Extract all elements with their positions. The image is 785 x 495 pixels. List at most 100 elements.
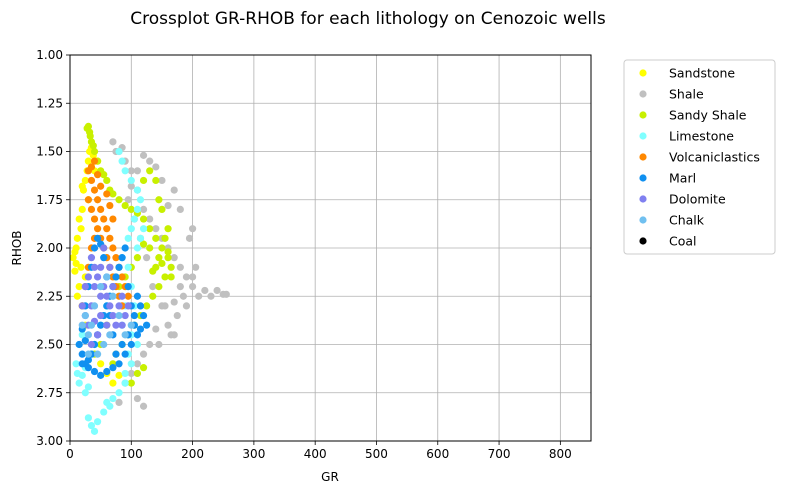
data-point xyxy=(97,311,105,320)
x-tick-label: 0 xyxy=(66,447,74,461)
data-point xyxy=(149,267,157,275)
data-point xyxy=(127,379,135,387)
data-point xyxy=(78,331,86,339)
data-point xyxy=(115,263,123,271)
data-point xyxy=(90,263,99,271)
data-point xyxy=(139,240,148,248)
data-point xyxy=(109,244,117,252)
data-point xyxy=(81,389,89,397)
data-point xyxy=(81,176,89,185)
data-point xyxy=(133,340,142,349)
data-point xyxy=(167,263,175,271)
data-point xyxy=(84,383,92,391)
data-point xyxy=(176,283,184,291)
data-point xyxy=(130,215,138,223)
data-point xyxy=(75,283,83,291)
data-point xyxy=(87,205,96,213)
data-point xyxy=(188,273,197,281)
data-point xyxy=(124,283,132,291)
data-point xyxy=(133,394,142,403)
data-point xyxy=(143,302,151,310)
data-point xyxy=(112,273,120,281)
series-dolomite xyxy=(78,244,132,349)
data-point xyxy=(124,196,132,204)
data-point xyxy=(87,163,96,171)
x-axis-label: GR xyxy=(321,470,339,484)
data-point xyxy=(152,176,160,185)
data-point xyxy=(109,379,117,387)
data-point xyxy=(164,248,172,256)
data-point xyxy=(109,190,117,198)
data-point xyxy=(179,292,187,300)
data-point xyxy=(73,234,81,242)
data-point xyxy=(90,427,99,435)
legend-marker xyxy=(639,153,647,161)
x-tick-label: 300 xyxy=(242,447,265,461)
data-point xyxy=(78,321,86,329)
data-point xyxy=(133,292,142,300)
data-point xyxy=(188,283,197,291)
chart-title: Crossplot GR-RHOB for each lithology on … xyxy=(130,9,606,29)
data-point xyxy=(124,292,132,300)
data-point xyxy=(87,254,96,262)
data-point xyxy=(121,244,129,252)
data-point xyxy=(143,254,151,262)
data-point xyxy=(152,325,160,333)
data-point xyxy=(136,325,145,333)
data-point xyxy=(106,402,114,410)
data-point xyxy=(100,340,108,349)
data-point xyxy=(121,311,129,320)
legend-marker xyxy=(639,216,647,224)
data-point xyxy=(139,350,148,358)
data-point xyxy=(133,369,142,378)
data-point xyxy=(118,254,126,262)
data-point xyxy=(118,321,126,329)
x-tick-label: 400 xyxy=(304,447,327,461)
data-point xyxy=(84,331,92,339)
legend-marker xyxy=(639,90,647,98)
data-point xyxy=(185,234,194,242)
data-point xyxy=(97,182,105,190)
data-point xyxy=(106,302,114,310)
data-point xyxy=(127,176,135,185)
data-point xyxy=(176,263,184,271)
data-point xyxy=(75,340,83,349)
data-point xyxy=(133,205,142,213)
data-point xyxy=(133,254,142,262)
data-point xyxy=(84,350,92,358)
data-point xyxy=(136,196,145,204)
data-point xyxy=(112,321,120,329)
data-point xyxy=(87,340,96,349)
data-point xyxy=(103,273,111,281)
data-point xyxy=(93,234,102,242)
data-point xyxy=(139,205,148,213)
data-point xyxy=(75,379,83,387)
data-point xyxy=(109,292,117,300)
data-point xyxy=(121,350,129,358)
data-point xyxy=(78,350,86,358)
data-point xyxy=(109,215,117,223)
legend-box xyxy=(623,59,776,255)
data-point xyxy=(103,190,111,198)
data-point xyxy=(118,292,126,300)
data-point xyxy=(182,273,191,281)
data-point xyxy=(146,157,154,165)
data-point xyxy=(86,132,94,140)
data-point xyxy=(115,302,123,310)
legend-label: Sandstone xyxy=(669,66,735,81)
data-point xyxy=(155,196,163,204)
data-point xyxy=(133,360,142,368)
data-point xyxy=(100,171,108,179)
data-point xyxy=(72,360,80,368)
data-point xyxy=(133,331,142,339)
data-point xyxy=(84,356,92,364)
x-tick-label: 700 xyxy=(488,447,511,461)
data-point xyxy=(213,286,221,295)
data-point xyxy=(81,311,89,320)
data-point xyxy=(188,225,197,233)
x-tick-label: 200 xyxy=(181,447,204,461)
data-point xyxy=(143,321,151,329)
data-point xyxy=(71,267,79,275)
